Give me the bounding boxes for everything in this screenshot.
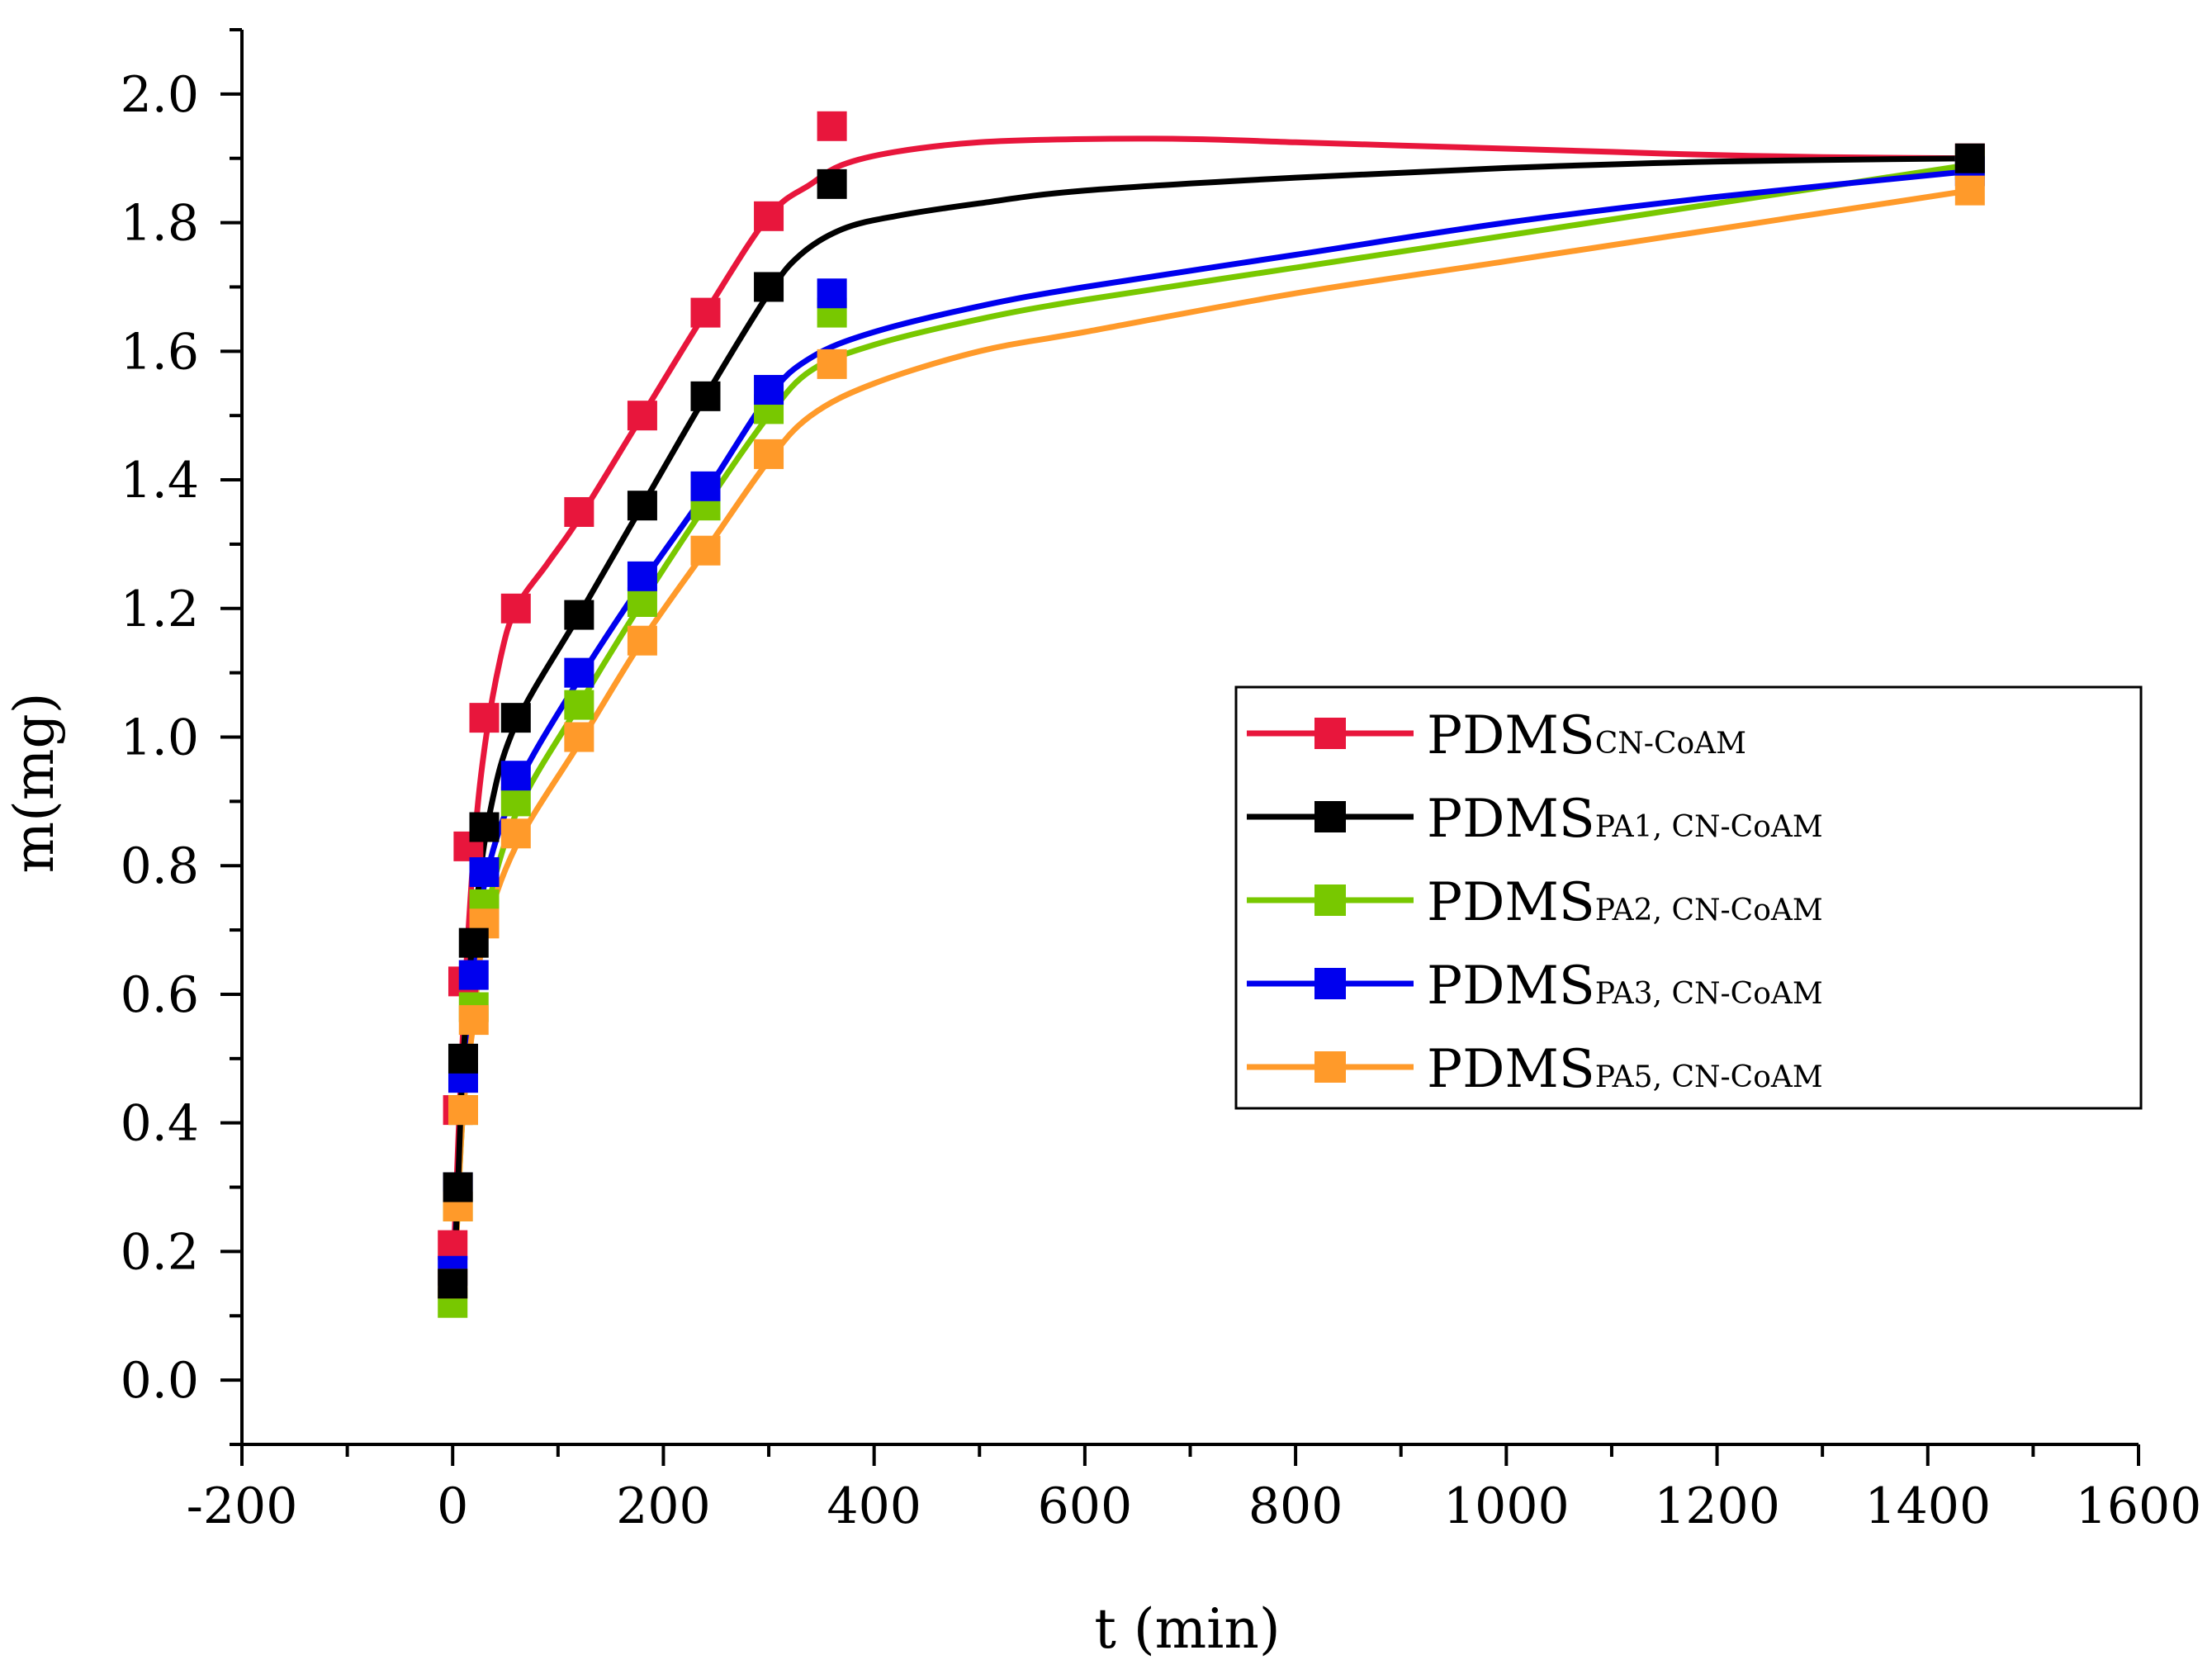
data-point <box>627 586 657 617</box>
data-point <box>690 297 721 328</box>
data-point <box>627 401 657 431</box>
x-axis-title: t (min) <box>1094 1597 1280 1661</box>
legend-swatch-marker <box>1314 718 1346 749</box>
data-point <box>690 471 721 501</box>
data-point <box>500 703 531 733</box>
x-tick-label: 600 <box>1038 1477 1133 1535</box>
axes: -200 0 200 400 600 800 1000 1200 1400 1600 0.0 0.2 0… <box>121 28 2202 1535</box>
data-point <box>564 690 594 720</box>
data-point <box>500 593 531 624</box>
data-point <box>564 657 594 688</box>
x-tick-label: 400 <box>827 1477 921 1535</box>
data-point <box>500 786 531 817</box>
y-tick-label: 0.2 <box>121 1223 199 1281</box>
data-point <box>443 1172 473 1202</box>
data-point <box>438 1230 468 1260</box>
x-tick-label: 1400 <box>1864 1477 1991 1535</box>
data-point <box>469 703 500 733</box>
data-point <box>690 381 721 411</box>
data-point <box>817 111 847 141</box>
data-point <box>817 278 847 309</box>
legend-label: PDMSPA5, CN-CoAM <box>1427 1039 1823 1100</box>
y-tick-label: 0.8 <box>121 837 199 895</box>
y-axis-title: m(mg) <box>2 693 66 874</box>
y-tick-label: 0.4 <box>121 1095 199 1153</box>
data-point <box>458 927 489 958</box>
legend-swatch-marker <box>1314 968 1346 999</box>
data-point <box>754 201 784 231</box>
data-point <box>1954 175 1985 206</box>
data-point <box>448 1043 478 1074</box>
y-tick-label: 1.4 <box>121 452 199 510</box>
legend: PDMSCN-CoAM PDMSPA1, CN-CoAM PDMSPA2, CN-C… <box>1234 685 2143 1110</box>
data-point <box>438 1269 468 1299</box>
data-point <box>627 561 657 591</box>
x-tick-label: 800 <box>1248 1477 1343 1535</box>
legend-item: PDMSCN-CoAM <box>1247 705 1746 766</box>
y-tick-label: 1.0 <box>121 709 199 767</box>
data-point <box>754 439 784 469</box>
data-point <box>564 722 594 752</box>
y-tick-label: 0.6 <box>121 966 199 1024</box>
legend-swatch-marker <box>1314 884 1346 916</box>
y-tick-label: 1.6 <box>121 323 199 381</box>
data-point <box>754 375 784 405</box>
legend-item: PDMSPA5, CN-CoAM <box>1247 1039 1823 1100</box>
data-point <box>754 272 784 302</box>
legend-swatch-marker <box>1314 1051 1346 1083</box>
data-point <box>564 496 594 527</box>
y-tick-label: 2.0 <box>121 66 199 124</box>
data-point <box>458 960 489 990</box>
data-point <box>1954 143 1985 173</box>
legend-label: PDMSPA2, CN-CoAM <box>1427 872 1823 933</box>
data-point <box>627 491 657 521</box>
data-point <box>458 1005 489 1036</box>
legend-item: PDMSPA3, CN-CoAM <box>1247 956 1823 1017</box>
data-point <box>469 857 500 888</box>
y-tick-label: 1.8 <box>121 195 199 253</box>
data-point <box>817 168 847 199</box>
data-point <box>690 535 721 566</box>
legend-item: PDMSPA2, CN-CoAM <box>1247 872 1823 933</box>
y-tick-label: 0.0 <box>121 1352 199 1410</box>
legend-item: PDMSPA1, CN-CoAM <box>1247 789 1823 850</box>
data-point <box>817 349 847 379</box>
data-point <box>627 625 657 656</box>
x-tick-label: -200 <box>187 1477 298 1535</box>
data-point <box>469 812 500 842</box>
legend-label: PDMSCN-CoAM <box>1427 705 1746 766</box>
legend-swatch-marker <box>1314 801 1346 832</box>
legend-label: PDMSPA1, CN-CoAM <box>1427 789 1823 850</box>
data-point <box>500 818 531 849</box>
y-tick-label: 1.2 <box>121 581 199 638</box>
legend-label: PDMSPA3, CN-CoAM <box>1427 956 1823 1017</box>
x-tick-label: 1200 <box>1654 1477 1780 1535</box>
data-markers <box>438 111 1985 1318</box>
x-tick-label: 200 <box>616 1477 711 1535</box>
x-tick-label: 1600 <box>2076 1477 2202 1535</box>
x-tick-label: 0 <box>437 1477 468 1535</box>
x-tick-label: 1000 <box>1443 1477 1570 1535</box>
data-point <box>500 761 531 791</box>
data-point <box>564 600 594 630</box>
data-point <box>448 1095 478 1126</box>
